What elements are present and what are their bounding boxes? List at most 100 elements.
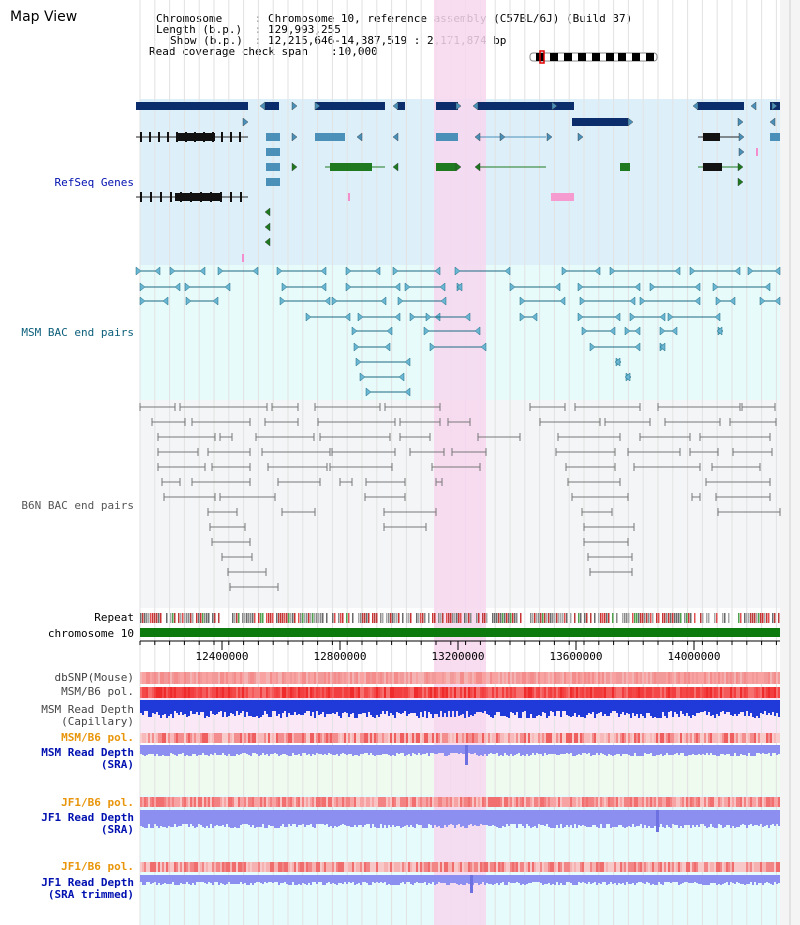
jf1-trim-depth-bar [176, 875, 178, 885]
jf1-b6-pol-cell [428, 797, 430, 807]
refseq-gene [265, 102, 279, 110]
chromosome-ideogram[interactable] [529, 50, 658, 64]
jf1-sra-depth-bar [334, 810, 336, 826]
jf1-b6-pol2-cell [144, 862, 146, 872]
dbsnp-cell [622, 672, 624, 684]
msm-sra-depth-bar [646, 745, 648, 754]
jf1-b6-pol-cell [214, 797, 216, 807]
capillary-depth-bar [478, 700, 480, 712]
jf1-b6-pol-cell [646, 797, 648, 807]
jf1-trim-depth-bar [612, 875, 614, 884]
msm-b6-pol-cell [232, 687, 234, 698]
bac-end [394, 312, 401, 322]
b6n-bac-track[interactable] [139, 403, 781, 591]
jf1-b6-pol-cell [446, 797, 448, 807]
msm-b6-pol2-cell [674, 733, 676, 743]
dbsnp-cell [602, 672, 604, 684]
jf1-b6-pol2-cell [626, 862, 628, 872]
dbsnp-cell [662, 672, 664, 684]
msm-sra-depth-bar [692, 745, 694, 754]
capillary-depth-bar [338, 700, 340, 716]
jf1-sra-depth-bar [512, 810, 514, 824]
dbsnp-cell [762, 672, 764, 684]
dbsnp-cell [612, 672, 614, 684]
msm-sra-depth-bar [436, 745, 438, 754]
msm-sra-depth-bar [500, 745, 502, 755]
msm-sra-depth-bar [220, 745, 222, 755]
jf1-trim-depth-bar [226, 875, 228, 884]
jf1-trim-depth-bar [466, 875, 468, 883]
jf1-b6-pol2-cell [476, 862, 478, 872]
jf1-b6-pol2-cell [298, 862, 300, 872]
dbsnp-cell [470, 672, 472, 684]
jf1-sra-depth-bar [550, 810, 552, 828]
capillary-depth-bar [310, 700, 312, 716]
jf1-trim-depth-bar [450, 875, 452, 883]
jf1-trim-depth-bar [640, 875, 642, 882]
repeat-element [270, 613, 272, 623]
jf1-trim-depth-bar [772, 875, 774, 885]
capillary-depth-bar [244, 700, 246, 717]
repeat-element [282, 613, 284, 623]
jf1-b6-pol2-cell [212, 862, 214, 872]
capillary-depth-bar [646, 700, 648, 713]
dbsnp-cell [332, 672, 334, 684]
repeat-element [326, 613, 328, 623]
msm-b6-pol-cell [712, 687, 714, 698]
jf1-b6-pol-cell [176, 797, 178, 807]
bac-end [281, 282, 288, 292]
selection-highlight[interactable] [434, 0, 486, 925]
bac-end [320, 282, 327, 292]
msm-bac-track[interactable] [135, 266, 781, 397]
msm-b6-pol2-cell [376, 733, 378, 743]
jf1-trim-depth-bar [256, 875, 258, 882]
capillary-depth-bar [432, 700, 434, 718]
jf1-sra-depth-bar [180, 810, 182, 826]
msm-b6-pol-cell [314, 687, 316, 698]
msm-sra-depth-bar [530, 745, 532, 755]
msm-sra-depth-bar [448, 745, 450, 755]
jf1-trim-depth-bar [212, 875, 214, 885]
refseq-genes-track[interactable] [136, 101, 780, 262]
bac-end [423, 326, 430, 336]
repeat-element [342, 613, 344, 623]
jf1-b6-pol2-cell [688, 862, 690, 872]
jf1-b6-pol2-cell [170, 862, 172, 872]
jf1-b6-pol2-cell [610, 862, 612, 872]
capillary-depth-bar [678, 700, 680, 717]
jf1-sra-depth-bar [468, 810, 470, 825]
msm-sra-depth-bar [202, 745, 204, 753]
msm-sra-depth-bar [752, 745, 754, 756]
exon [140, 192, 142, 202]
capillary-depth-bar [596, 700, 598, 714]
jf1-b6-pol-cell [360, 797, 362, 807]
jf1-trim-depth-bar [760, 875, 762, 883]
msm-b6-pol2-cell [576, 733, 578, 743]
msm-b6-pol2-cell [404, 733, 406, 743]
jf1-trim-depth-bar [300, 875, 302, 885]
dbsnp-cell [522, 672, 524, 684]
capillary-depth-bar [208, 700, 210, 717]
jf1-b6-pol2-cell [336, 862, 338, 872]
jf1-b6-pol2-cell [630, 862, 632, 872]
jf1-b6-pol2-cell [710, 862, 712, 872]
capillary-depth-bar [738, 700, 740, 714]
capillary-depth-bar [740, 700, 742, 712]
exon [210, 192, 212, 202]
jf1-trim-depth-bar [260, 875, 262, 883]
msm-b6-pol2-cell [746, 733, 748, 743]
jf1-b6-pol-cell [672, 797, 674, 807]
msm-b6-pol2-cell [308, 733, 310, 743]
jf1-b6-pol-cell [366, 797, 368, 807]
jf1-sra-depth-bar [694, 810, 696, 827]
jf1-b6-pol2-cell [556, 862, 558, 872]
msm-b6-pol2-cell [564, 733, 566, 743]
msm-sra-depth-bar [268, 745, 270, 756]
capillary-depth-bar [238, 700, 240, 715]
jf1-b6-pol2-cell [764, 862, 766, 872]
jf1-b6-pol-cell [710, 797, 712, 807]
exon [160, 192, 162, 202]
jf1-trim-depth-bar [664, 875, 666, 882]
jf1-sra-depth-bar [234, 810, 236, 827]
